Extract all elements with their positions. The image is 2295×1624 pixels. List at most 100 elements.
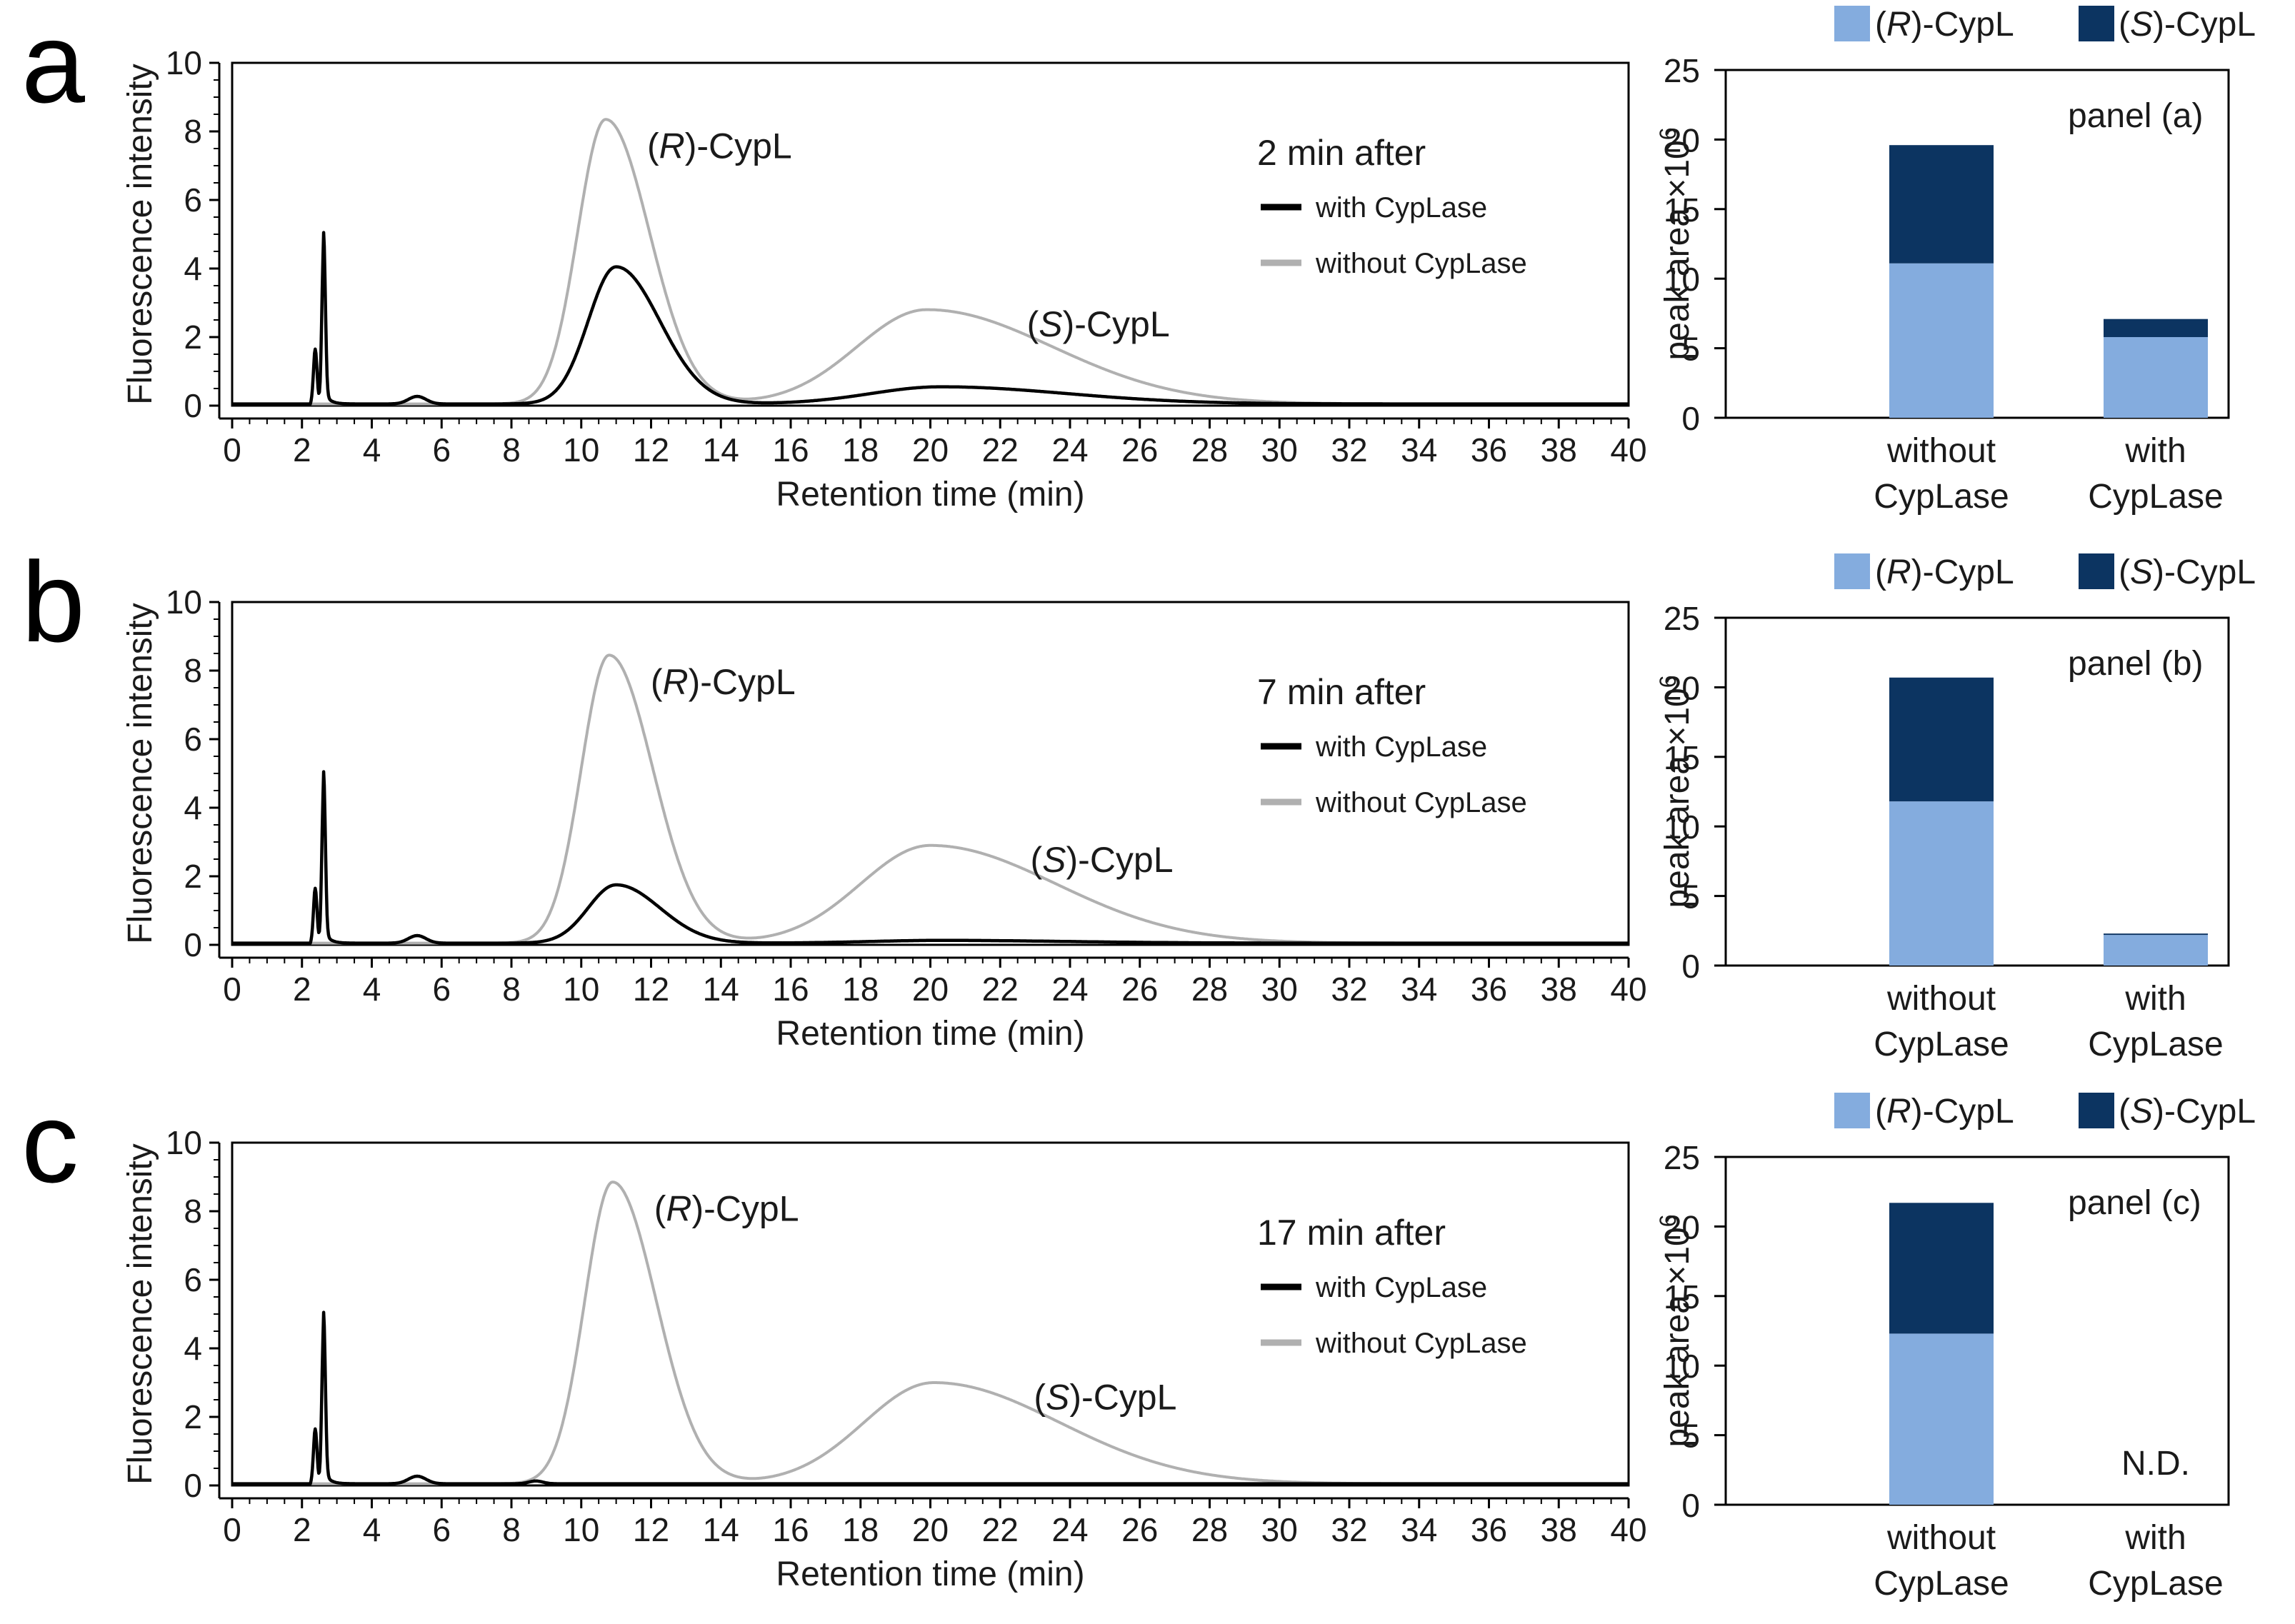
bar-y-tick-label: 20 [1664,1208,1700,1245]
plot-frame [231,601,1630,946]
chromatogram-panel-b: b0 2 4 6 8 10 12 14 16 18 20 22 24 26 28 30 32 34 36 38 4002… [21,538,1647,1053]
x-tick-label: 36 [1471,1511,1507,1548]
x-tick-label: 20 [912,971,949,1008]
x-tick-label: 18 [842,971,879,1008]
category-label: without [1886,1519,1996,1557]
y-axis-title: Fluorescence intensity [121,603,159,944]
bar-panel-tag: panel (c) [2068,1184,2201,1222]
bar-y-axis-title: peak area ×106 [1655,675,1696,908]
x-axis-title: Retention time (min) [776,476,1084,513]
legend-label-without: without CypLase [1315,248,1527,279]
y-tick-label: 10 [166,44,202,81]
plot-frame [231,1141,1630,1487]
x-tick-label: 28 [1191,431,1228,468]
bar-y-tick-label: 25 [1664,600,1700,637]
x-tick-label: 36 [1471,971,1507,1008]
x-tick-label: 18 [842,1511,879,1548]
x-tick-label: 30 [1261,431,1298,468]
bar-segment-s-without [1889,1203,1994,1334]
peak-label-s: (S)-CypL [1031,840,1174,880]
y-tick-label: 4 [184,1330,202,1367]
bar-segment-r-with [2104,935,2208,966]
x-tick-label: 34 [1401,971,1437,1008]
condition-label: 2 min after [1257,133,1426,173]
x-tick-label: 0 [223,971,241,1008]
category-label: CypLase [1874,1565,2009,1603]
x-tick-label: 10 [563,431,599,468]
x-tick-label: 2 [293,1511,311,1548]
x-tick-label: 4 [363,971,381,1008]
x-tick-label: 28 [1191,971,1228,1008]
x-tick-label: 24 [1051,971,1088,1008]
bar-y-tick-label: 5 [1681,878,1700,916]
bar-segment-s-with [2104,319,2208,338]
panel-letter: b [21,538,85,666]
y-tick-label: 6 [184,1261,202,1298]
y-tick-label: 4 [184,250,202,287]
y-tick-label: 0 [184,1467,202,1504]
x-tick-label: 6 [432,1511,451,1548]
x-tick-label: 12 [633,1511,669,1548]
bar-y-tick-label: 25 [1664,1139,1700,1176]
y-tick-label: 10 [166,583,202,621]
y-tick-label: 0 [184,926,202,963]
bar-y-tick-label: 15 [1664,739,1700,776]
category-label: CypLase [1874,1026,2009,1063]
category-label: with [2124,980,2186,1018]
bar-y-tick-label: 25 [1664,52,1700,89]
y-tick-label: 2 [184,858,202,895]
panel-letter: a [21,0,85,126]
category-label: CypLase [2088,1026,2223,1063]
legend-label-with: with CypLase [1315,1272,1487,1303]
x-tick-label: 38 [1541,971,1577,1008]
series-line-with-cyplase [231,1310,1630,1485]
x-tick-label: 22 [982,1511,1019,1548]
x-tick-label: 28 [1191,1511,1228,1548]
y-tick-label: 8 [184,113,202,150]
panel-letter: c [21,1078,79,1206]
bar-y-tick-label: 15 [1664,191,1700,229]
x-tick-label: 32 [1331,431,1367,468]
x-tick-label: 4 [363,431,381,468]
x-tick-label: 8 [502,971,521,1008]
bar-y-tick-label: 10 [1664,1348,1700,1385]
x-tick-label: 24 [1051,431,1088,468]
x-tick-label: 22 [982,431,1019,468]
category-label: CypLase [2088,1565,2223,1603]
y-tick-label: 2 [184,319,202,356]
y-tick-label: 4 [184,789,202,826]
legend-label-r: (R)-CypL [1875,1093,2014,1131]
x-tick-label: 34 [1401,431,1437,468]
y-tick-label: 8 [184,1193,202,1230]
legend-swatch-r [1834,1093,1870,1128]
x-tick-label: 30 [1261,1511,1298,1548]
category-label: CypLase [2088,478,2223,516]
y-axis-title: Fluorescence intensity [121,64,159,405]
bar-y-tick-label: 0 [1681,400,1700,437]
legend-label-without: without CypLase [1315,787,1527,818]
y-tick-label: 10 [166,1124,202,1161]
series-line-with-cyplase [231,770,1630,945]
y-tick-label: 0 [184,387,202,424]
peak-label-r: (R)-CypL [651,662,796,702]
bar-panel-tag: panel (b) [2068,645,2203,683]
bar-y-tick-label: 10 [1664,808,1700,846]
bar-y-tick-label: 15 [1664,1278,1700,1315]
y-tick-label: 2 [184,1398,202,1435]
category-label: with [2124,1519,2186,1557]
x-tick-label: 0 [223,1511,241,1548]
peak-label-r: (R)-CypL [654,1189,799,1229]
x-tick-label: 32 [1331,1511,1367,1548]
condition-label: 7 min after [1257,672,1426,712]
x-tick-label: 40 [1610,971,1646,1008]
bar-panel-a: (R)-CypL (S)-CypL 0 5 10 15 20 25 peak area ×106… [1655,6,2256,516]
legend-label-s: (S)-CypL [2119,1093,2256,1131]
x-tick-label: 38 [1541,1511,1577,1548]
category-label: CypLase [1874,478,2009,516]
legend-swatch-s [2079,1093,2114,1128]
legend-label-with: with CypLase [1315,731,1487,763]
legend-label-s: (S)-CypL [2119,6,2256,44]
x-tick-label: 20 [912,431,949,468]
bar-y-tick-label: 10 [1664,261,1700,298]
